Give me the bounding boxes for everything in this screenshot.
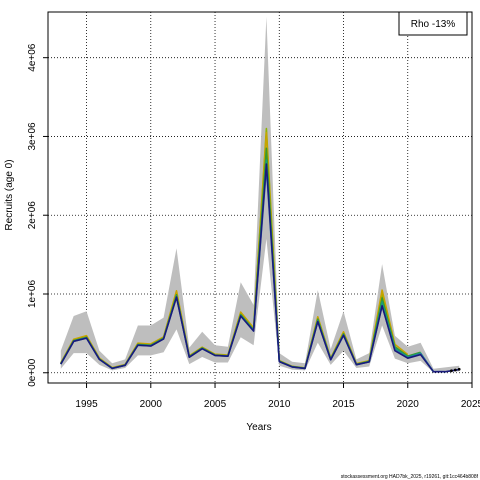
x-tick-label: 2010 [268, 399, 291, 410]
y-tick-label: 4e+06 [27, 43, 38, 72]
x-tick-label: 2005 [204, 399, 227, 410]
plot-frame [47, 11, 473, 384]
x-tick-label: 2015 [332, 399, 355, 410]
retro-points-layer [450, 367, 461, 373]
y-tick-label: 3e+06 [27, 122, 38, 151]
y-axis: 0e+00 1e+06 2e+06 3e+06 4e+06 [27, 43, 48, 387]
x-tick-label: 2025 [461, 399, 480, 410]
x-axis: 1995 2000 2005 2010 2015 2020 2025 [75, 383, 480, 410]
legend-box: Rho -13% [398, 11, 468, 36]
legend-label: Rho -13% [411, 19, 456, 30]
confidence-band-layer [60, 16, 460, 373]
retro-point [457, 367, 461, 371]
footer-credit: stockassessment.org HAD7bk_2025, r19261,… [341, 474, 479, 480]
y-tick-label: 2e+06 [27, 201, 38, 230]
y-tick-label: 0e+00 [27, 358, 38, 387]
series-line-6 [60, 163, 460, 373]
x-tick-label: 1995 [75, 399, 98, 410]
series-layer [60, 127, 460, 373]
confidence-band [60, 16, 460, 373]
x-tick-label: 2000 [140, 399, 163, 410]
retro-point [453, 368, 457, 372]
y-axis-title: Recruits (age 0) [4, 159, 15, 230]
y-tick-label: 1e+06 [27, 280, 38, 309]
x-axis-title: Years [246, 422, 271, 433]
retro-point [450, 369, 453, 373]
x-tick-label: 2020 [397, 399, 420, 410]
